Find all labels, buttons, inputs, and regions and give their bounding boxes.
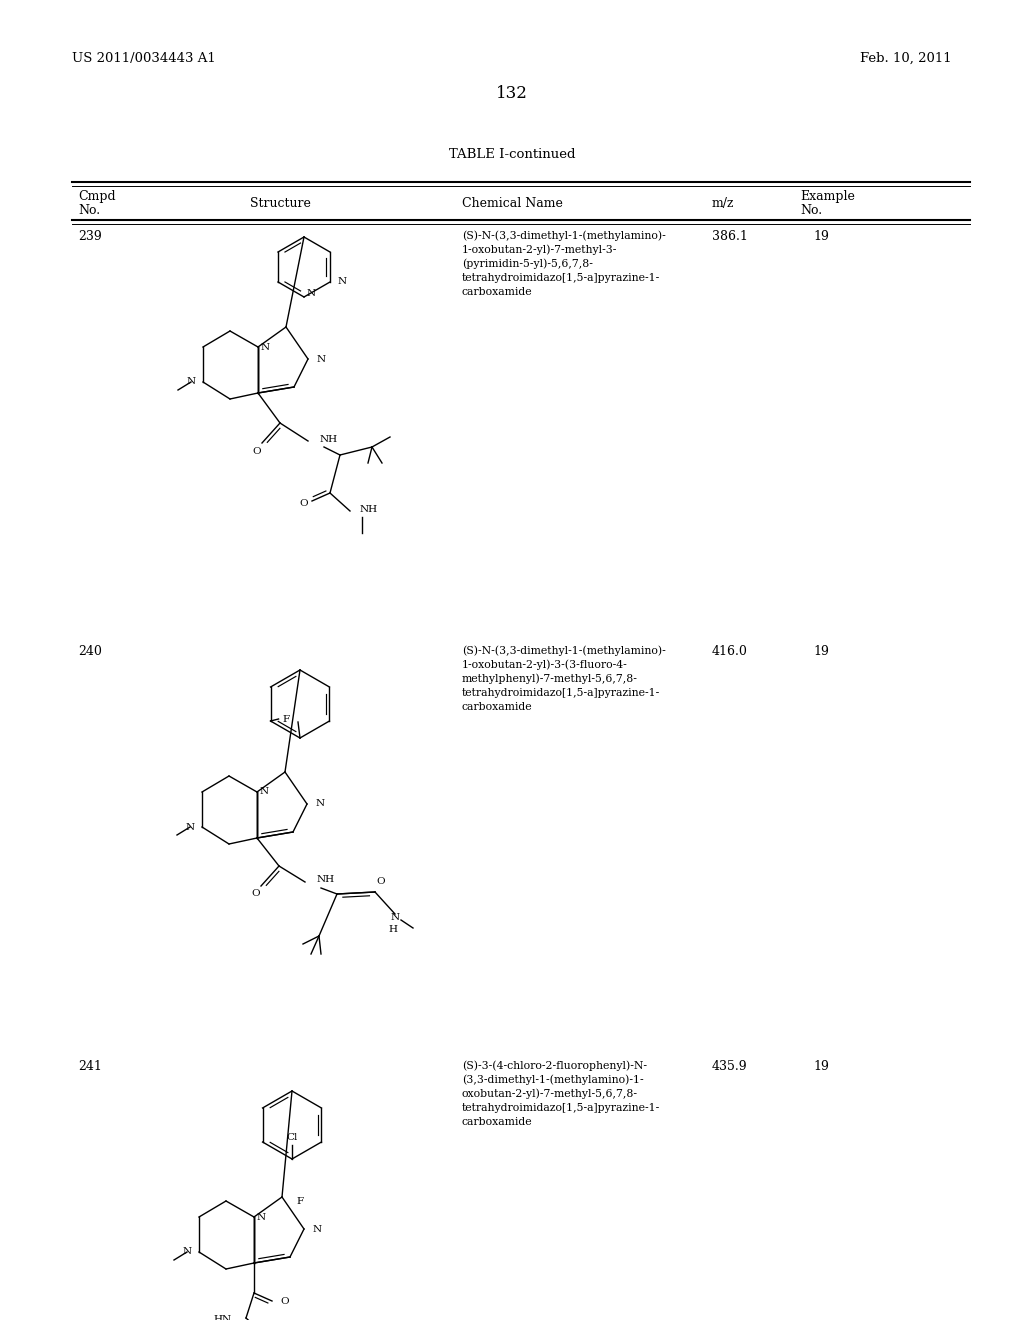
Text: F: F [283, 714, 290, 723]
Text: O: O [377, 878, 385, 887]
Text: 240: 240 [78, 645, 101, 657]
Text: No.: No. [78, 205, 100, 216]
Text: (S)-N-(3,3-dimethyl-1-(methylamino)-
1-oxobutan-2-yl)-7-methyl-3-
(pyrimidin-5-y: (S)-N-(3,3-dimethyl-1-(methylamino)- 1-o… [462, 230, 666, 297]
Text: 416.0: 416.0 [712, 645, 748, 657]
Text: 19: 19 [813, 645, 828, 657]
Text: 386.1: 386.1 [712, 230, 748, 243]
Text: F: F [296, 1197, 303, 1206]
Text: 132: 132 [496, 84, 528, 102]
Text: N: N [260, 342, 269, 351]
Text: N: N [307, 289, 316, 297]
Text: N: N [390, 913, 399, 923]
Text: N: N [316, 800, 326, 808]
Text: O: O [280, 1296, 289, 1305]
Text: (S)-3-(4-chloro-2-fluorophenyl)-N-
(3,3-dimethyl-1-(methylamino)-1-
oxobutan-2-y: (S)-3-(4-chloro-2-fluorophenyl)-N- (3,3-… [462, 1060, 660, 1126]
Text: Feb. 10, 2011: Feb. 10, 2011 [860, 51, 952, 65]
Text: 241: 241 [78, 1060, 101, 1073]
Text: NH: NH [319, 434, 338, 444]
Text: Example: Example [800, 190, 855, 203]
Text: H: H [388, 925, 397, 935]
Text: N: N [186, 378, 196, 387]
Text: N: N [313, 1225, 323, 1233]
Text: NH: NH [360, 504, 378, 513]
Text: O: O [252, 890, 260, 899]
Text: Chemical Name: Chemical Name [462, 197, 563, 210]
Text: 435.9: 435.9 [712, 1060, 748, 1073]
Text: O: O [253, 446, 261, 455]
Text: N: N [317, 355, 326, 363]
Text: 19: 19 [813, 1060, 828, 1073]
Text: US 2011/0034443 A1: US 2011/0034443 A1 [72, 51, 216, 65]
Text: 239: 239 [78, 230, 101, 243]
Text: N: N [338, 277, 347, 286]
Text: m/z: m/z [712, 197, 734, 210]
Text: No.: No. [800, 205, 822, 216]
Text: N: N [259, 788, 268, 796]
Text: N: N [186, 822, 195, 832]
Text: NH: NH [317, 875, 335, 884]
Text: 19: 19 [813, 230, 828, 243]
Text: (S)-N-(3,3-dimethyl-1-(methylamino)-
1-oxobutan-2-yl)-3-(3-fluoro-4-
methylpheny: (S)-N-(3,3-dimethyl-1-(methylamino)- 1-o… [462, 645, 666, 711]
Text: TABLE I-continued: TABLE I-continued [449, 148, 575, 161]
Text: N: N [183, 1247, 193, 1257]
Text: Structure: Structure [250, 197, 310, 210]
Text: Cl: Cl [287, 1133, 298, 1142]
Text: O: O [300, 499, 308, 507]
Text: N: N [256, 1213, 265, 1221]
Text: Cmpd: Cmpd [78, 190, 116, 203]
Text: HN: HN [214, 1316, 232, 1320]
